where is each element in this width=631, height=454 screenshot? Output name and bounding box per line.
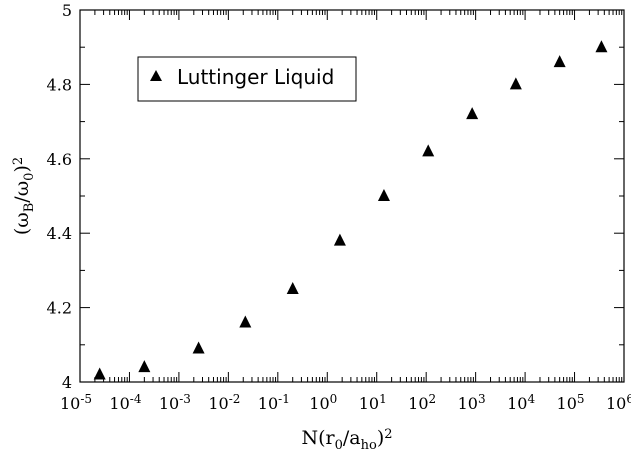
- data-point-triangle: [93, 367, 106, 380]
- data-point-triangle: [239, 315, 252, 328]
- x-tick-label: 103: [458, 392, 486, 413]
- y-tick-label: 4.6: [47, 150, 72, 169]
- data-point-triangle: [377, 189, 390, 201]
- x-tick-label: 10-5: [60, 392, 92, 413]
- data-point-triangle: [466, 107, 479, 120]
- data-point-triangle: [138, 360, 151, 373]
- data-point-triangle: [286, 282, 299, 294]
- x-tick-label: 10-3: [159, 392, 191, 413]
- x-tick-label: 10-1: [258, 392, 290, 413]
- x-tick-label: 104: [507, 392, 535, 413]
- data-point-triangle: [422, 144, 435, 157]
- x-tick-label: 102: [408, 392, 436, 413]
- data-markers: [93, 40, 608, 380]
- legend-marker-triangle: [150, 70, 162, 81]
- data-point-triangle: [509, 77, 522, 90]
- x-axis-title: N(r0/aho)2: [301, 427, 392, 453]
- y-tick-label: 5: [62, 1, 72, 20]
- data-point-triangle: [333, 233, 346, 246]
- axis-ticks: [79, 9, 625, 383]
- data-point-triangle: [595, 40, 608, 53]
- data-point-triangle: [192, 341, 205, 354]
- y-tick-label: 4.8: [47, 75, 72, 94]
- x-tick-label: 100: [309, 392, 337, 413]
- x-tick-label: 105: [557, 392, 585, 413]
- y-tick-label: 4.4: [47, 224, 72, 243]
- legend-box: [137, 56, 357, 102]
- legend: Luttinger Liquid: [137, 56, 357, 102]
- legend-label: Luttinger Liquid: [177, 65, 334, 89]
- y-tick-label: 4.2: [47, 299, 72, 318]
- x-tick-label: 10-4: [109, 392, 141, 413]
- y-axis-title: (ωB/ω0)2: [11, 157, 37, 235]
- y-tick-label: 4: [62, 373, 72, 392]
- x-tick-label: 10-2: [208, 392, 240, 413]
- x-tick-label: 101: [359, 392, 387, 413]
- data-point-triangle: [553, 55, 566, 68]
- x-tick-label: 106: [606, 392, 631, 413]
